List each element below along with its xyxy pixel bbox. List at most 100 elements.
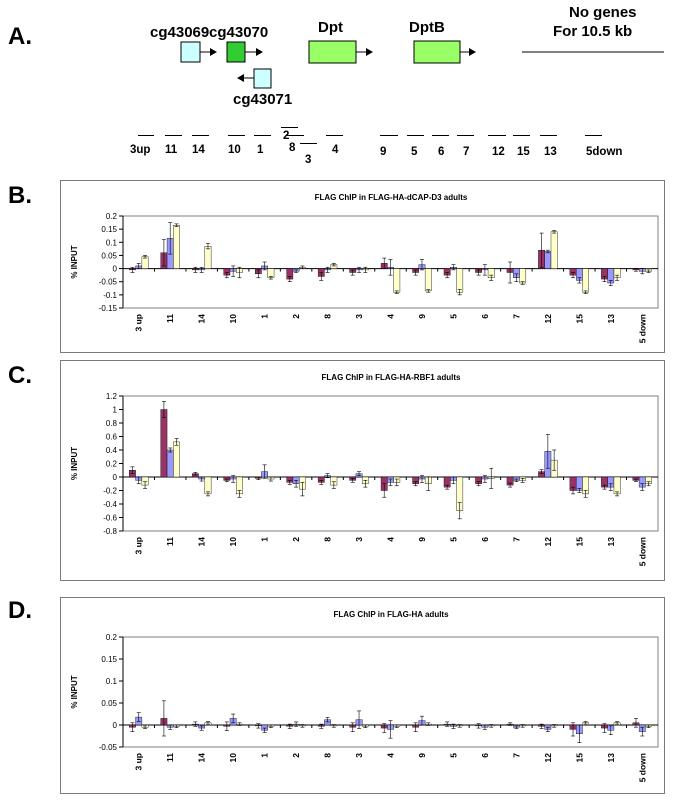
y-tick-label: 0.2 xyxy=(106,633,118,642)
gene-label-cg43071: cg43071 xyxy=(233,91,293,108)
fragment-line-8 xyxy=(287,135,304,136)
no-genes-line2: For 10.5 kb xyxy=(553,23,633,40)
gene-box-cg43069 xyxy=(180,41,201,63)
x-tick-label: 5 down xyxy=(637,753,647,782)
y-tick-label: -0.1 xyxy=(103,291,117,300)
fragment-line-4 xyxy=(326,135,343,136)
bar-series3 xyxy=(173,441,180,478)
bar-series2 xyxy=(544,251,552,269)
x-tick-label: 13 xyxy=(606,753,616,763)
y-tick-label: -0.15 xyxy=(99,304,118,313)
fragment-line-3 xyxy=(300,143,317,144)
y-tick-label: 1.2 xyxy=(106,392,118,401)
fragment-line-13 xyxy=(540,135,557,136)
arrowhead-icon xyxy=(210,48,217,56)
x-tick-label: 1 xyxy=(260,537,270,542)
x-tick-label: 8 xyxy=(323,314,333,319)
panel-d-letter: D. xyxy=(8,597,32,624)
x-tick-label: 9 xyxy=(417,753,427,758)
x-tick-label: 14 xyxy=(197,753,207,763)
x-tick-label: 10 xyxy=(228,753,238,763)
bar-series1 xyxy=(160,409,168,478)
x-tick-label: 7 xyxy=(511,753,521,758)
bar-series3 xyxy=(456,268,464,293)
gene-box-cg43070 xyxy=(226,41,246,63)
fragment-label-5down: 5down xyxy=(586,146,623,158)
chart-title: FLAG ChIP in FLAG-HA-dCAP-D3 adults xyxy=(315,193,468,202)
y-axis-label: % INPUT xyxy=(70,675,79,708)
x-tick-label: 11 xyxy=(165,314,175,323)
x-tick-label: 2 xyxy=(291,753,301,758)
x-tick-label: 13 xyxy=(606,314,616,324)
bar-series3 xyxy=(204,246,212,269)
fragment-line-15 xyxy=(513,135,530,136)
fragment-label-5: 5 xyxy=(411,146,418,158)
y-tick-label: 1 xyxy=(113,406,118,415)
x-tick-label: 7 xyxy=(511,537,521,542)
no-genes-line1: No genes xyxy=(569,4,637,21)
chart-b-frame: FLAG ChIP in FLAG-HA-dCAP-D3 adults -0.15… xyxy=(60,180,665,353)
gene-label-cg43069: cg43069 xyxy=(150,24,210,41)
fragment-label-9: 9 xyxy=(380,146,387,158)
fragment-label-6: 6 xyxy=(438,146,445,158)
y-tick-label: 0 xyxy=(113,473,118,482)
x-tick-label: 4 xyxy=(386,314,396,319)
y-tick-label: 0.1 xyxy=(106,677,118,686)
y-tick-label: 0.05 xyxy=(101,699,117,708)
bar-series3 xyxy=(582,268,589,293)
y-tick-label: 0 xyxy=(113,721,118,730)
bar-series3 xyxy=(204,476,212,495)
x-tick-label: 6 xyxy=(480,753,490,758)
panel-a-letter: A. xyxy=(8,23,32,50)
fragment-label-8: 8 xyxy=(289,142,296,154)
x-tick-label: 3 xyxy=(354,537,364,542)
fragment-label-3up: 3up xyxy=(130,144,151,156)
x-tick-label: 5 xyxy=(448,537,458,542)
x-tick-label: 5 down xyxy=(637,537,647,566)
y-tick-label: 0.05 xyxy=(101,251,117,260)
fragment-label-15: 15 xyxy=(517,146,530,158)
bar-series3 xyxy=(550,231,558,269)
fragment-line-9 xyxy=(380,135,398,136)
gene-box-cg43071 xyxy=(253,68,272,89)
bar-series3 xyxy=(141,256,149,269)
x-tick-label: 12 xyxy=(543,753,553,763)
gene-map xyxy=(180,40,664,89)
y-tick-label: -0.4 xyxy=(103,500,117,509)
fragment-line-5 xyxy=(407,135,424,136)
x-tick-label: 9 xyxy=(417,537,427,542)
gene-label-cg43070: cg43070 xyxy=(209,24,269,41)
x-tick-label: 3 xyxy=(354,314,364,319)
chart-b: FLAG ChIP in FLAG-HA-dCAP-D3 adults-0.15… xyxy=(70,193,659,343)
plot-area xyxy=(122,395,659,532)
fragment-line-11 xyxy=(165,135,182,136)
y-tick-label: 0.6 xyxy=(106,433,118,442)
x-tick-label: 15 xyxy=(574,753,584,763)
x-tick-label: 11 xyxy=(165,753,175,762)
y-tick-label: 0.2 xyxy=(106,212,118,221)
bar-series3 xyxy=(393,268,401,293)
x-tick-label: 1 xyxy=(260,314,270,319)
x-tick-label: 15 xyxy=(574,314,584,324)
bar-series3 xyxy=(424,268,432,292)
y-tick-label: -0.05 xyxy=(99,743,118,752)
x-tick-label: 14 xyxy=(197,314,207,324)
x-tick-label: 5 xyxy=(448,314,458,319)
fragment-label-14: 14 xyxy=(192,144,205,156)
y-tick-label: -0.6 xyxy=(103,514,117,523)
gene-label-dptb: DptB xyxy=(409,19,445,36)
x-tick-label: 8 xyxy=(323,537,333,542)
fragment-label-7: 7 xyxy=(463,146,470,158)
chart-d-frame: FLAG ChIP in FLAG-HA adults -0.05 0 0.05 0.1… xyxy=(60,597,665,794)
y-axis-label: % INPUT xyxy=(70,245,79,278)
x-tick-label: 3 up xyxy=(134,537,144,554)
y-tick-label: -0.8 xyxy=(103,527,117,536)
bar-series3 xyxy=(173,225,180,269)
x-tick-label: 10 xyxy=(228,537,238,547)
y-tick-label: 0.2 xyxy=(106,460,118,469)
fragment-label-10: 10 xyxy=(228,144,241,156)
arrowhead-icon xyxy=(366,48,373,56)
fragment-line-5down xyxy=(585,135,602,136)
fragment-label-1: 1 xyxy=(257,144,264,156)
chart-title: FLAG ChIP in FLAG-HA adults xyxy=(333,610,449,619)
